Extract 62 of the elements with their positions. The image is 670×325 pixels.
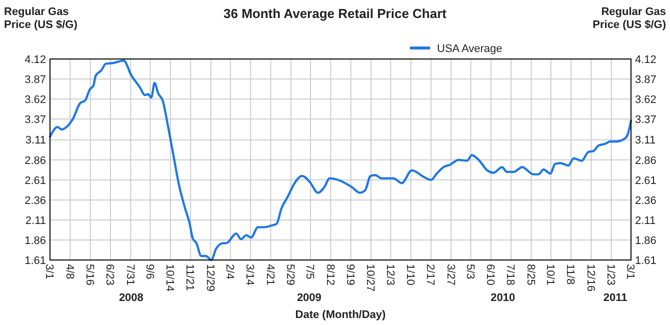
y2-tick-label: 1.61: [635, 254, 656, 267]
x-tick-label: 3/27: [444, 264, 456, 286]
y2-tick-label: 3.62: [635, 94, 656, 106]
x-tick-label: 2/17: [424, 264, 436, 286]
x-tick-label: 11/21: [184, 264, 196, 291]
x-axis-title: Date (Month/Day): [295, 309, 386, 321]
x-tick-label: 11/8: [564, 264, 576, 285]
y2-tick-label: 4.12: [635, 54, 656, 66]
x-tick-label: 12/16: [584, 264, 596, 292]
y-tick-label: 3.87: [24, 74, 46, 86]
text: 2011: [603, 292, 628, 304]
y2-tick-label: 1.86: [635, 234, 656, 247]
x-tick-label: 4/8: [63, 264, 76, 280]
x-tick-label: 3/14: [244, 264, 256, 286]
x-tick-label: 8/25: [524, 264, 536, 286]
y2-tick-label: 3.11: [635, 134, 656, 147]
x-tick-label: 1/10: [404, 264, 416, 286]
x-tick-label: 2/4: [224, 264, 236, 280]
x-tick-label: 9/6: [143, 264, 156, 280]
x-tick-label: 5/29: [284, 264, 296, 286]
y-tick-label: 3.37: [24, 114, 46, 126]
y-tick-label: 3.62: [24, 94, 46, 106]
y-tick-label: 2.61: [24, 174, 46, 187]
x-tick-label: 6/10: [484, 264, 496, 286]
x-tick-label: 8/12: [324, 264, 336, 286]
y2-tick-label: 2.11: [635, 214, 656, 227]
legend-label: USA Average: [437, 42, 502, 55]
line-series: [48, 60, 632, 262]
x-tick-label: 12/29: [204, 264, 216, 292]
x-tick-label: 10/14: [164, 264, 176, 292]
chart-title: 36 Month Average Retail Price Chart: [224, 6, 448, 21]
y-tick-label: 1.86: [24, 234, 46, 247]
text: 2008: [118, 292, 144, 304]
x-tick-label: 7/5: [304, 264, 316, 280]
y2-tick-label: 2.61: [635, 174, 656, 187]
x-tick-label: 5/3: [464, 264, 476, 280]
y-tick-label: 4.12: [24, 54, 46, 66]
y2-tick-label: 2.36: [635, 194, 656, 207]
x-tick-label: 4/21: [264, 264, 276, 286]
text: 2009: [296, 292, 322, 304]
y-tick-label: 2.11: [25, 214, 46, 227]
y2-tick-label: 3.87: [635, 74, 656, 86]
y-tick-label: 2.36: [24, 194, 46, 207]
x-tick-label: 7/18: [504, 264, 516, 286]
text: 2010: [490, 292, 516, 304]
y-tick-label: 2.86: [24, 154, 46, 167]
y2-tick-label: 2.86: [635, 154, 656, 167]
y-tick-label: 3.11: [25, 134, 46, 147]
x-tick-label: 12/3: [384, 264, 396, 286]
x-tick-label: 3/1: [624, 264, 636, 280]
x-tick-label: 5/16: [83, 264, 96, 286]
y-axis-title: Regular Gas Price (US $/G): [4, 6, 78, 31]
x-tick-label: 10/1: [544, 264, 556, 286]
x-tick-label: 9/19: [344, 264, 356, 286]
y2-tick-label: 3.37: [635, 114, 656, 126]
x-tick-label: 10/27: [364, 264, 376, 292]
x-tick-label: 1/23: [604, 264, 617, 286]
y2-axis-title: Regular Gas Price (US $/G): [592, 6, 666, 31]
x-tick-label: 7/31: [124, 264, 136, 286]
y-tick-label: 1.61: [24, 254, 46, 267]
x-tick-label: 6/23: [104, 264, 116, 286]
x-tick-label: 3/1: [43, 264, 56, 280]
